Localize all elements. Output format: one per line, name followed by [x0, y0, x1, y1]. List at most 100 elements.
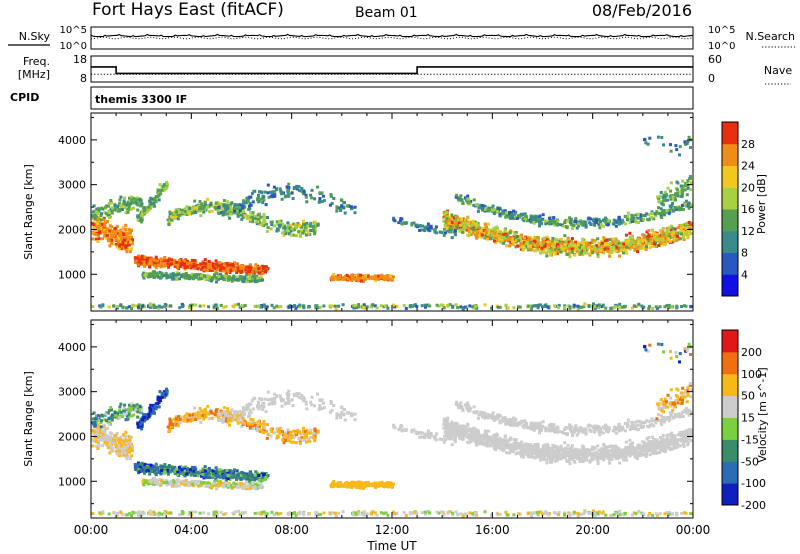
power-cell	[284, 194, 288, 198]
power-cell	[212, 265, 216, 269]
colorbar-tick-label: 8	[741, 247, 748, 260]
power-cell	[681, 179, 685, 183]
power-cell	[428, 229, 432, 233]
power-cell	[669, 189, 673, 193]
velocity-cell	[166, 468, 170, 472]
power-cell	[117, 236, 121, 240]
power-cell	[592, 302, 595, 306]
velocity-cell	[136, 415, 140, 419]
power-cell	[681, 208, 685, 211]
power-cell	[248, 207, 252, 211]
power-cell	[553, 304, 556, 308]
power-cell	[680, 232, 683, 236]
power-cell	[130, 307, 133, 310]
colorbar-swatch	[722, 209, 738, 232]
power-cell	[229, 212, 233, 216]
power-cell	[462, 218, 466, 222]
power-cell	[184, 274, 188, 278]
power-cell	[341, 303, 345, 307]
power-cell	[239, 267, 243, 270]
power-cell	[115, 245, 119, 249]
power-cell	[650, 210, 654, 214]
power-cell	[356, 277, 360, 281]
power-cell	[228, 266, 232, 270]
power-cell	[253, 189, 257, 193]
power-cell	[448, 303, 452, 307]
power-cell	[636, 240, 640, 244]
power-cell	[191, 258, 195, 262]
power-cell	[639, 240, 643, 244]
power-cell	[122, 199, 126, 203]
power-cell	[597, 218, 601, 222]
power-cell	[115, 224, 119, 228]
power-cell	[659, 207, 663, 211]
power-cell	[457, 199, 461, 203]
power-cell	[685, 222, 689, 226]
power-cell	[206, 205, 209, 209]
power-cell	[517, 305, 521, 309]
power-cell	[290, 227, 294, 231]
power-cell	[130, 195, 134, 199]
power-cell	[351, 277, 355, 281]
velocity-cell	[214, 466, 218, 470]
power-cell	[644, 141, 648, 145]
power-cell	[239, 206, 243, 210]
power-cell	[524, 215, 528, 219]
power-cell	[285, 185, 289, 189]
power-cell	[162, 274, 166, 278]
velocity-cell	[123, 409, 127, 413]
power-cell	[293, 228, 297, 231]
power-cell	[229, 207, 233, 211]
power-cell	[202, 261, 206, 265]
power-cell	[392, 218, 396, 222]
power-cell	[534, 238, 538, 242]
velocity-cell	[163, 466, 167, 470]
power-cell	[169, 304, 173, 308]
power-cell	[682, 238, 686, 241]
power-cell	[172, 277, 176, 281]
power-cell	[542, 251, 546, 254]
power-cell	[282, 234, 286, 238]
power-cell	[576, 304, 580, 308]
power-cell	[527, 244, 530, 248]
power-cell	[137, 261, 141, 265]
power-cell	[442, 219, 446, 223]
power-cell	[659, 191, 663, 194]
power-cell	[676, 226, 680, 230]
velocity-cell	[91, 438, 95, 442]
power-cell	[508, 231, 512, 235]
power-cell	[113, 232, 117, 235]
power-cell	[163, 185, 167, 189]
power-cell	[202, 304, 206, 308]
power-cell	[569, 242, 573, 246]
power-cell	[231, 262, 234, 266]
power-cell	[521, 217, 525, 221]
power-cell	[545, 235, 549, 239]
power-cell	[296, 222, 300, 225]
power-cell	[450, 213, 454, 217]
power-cell	[663, 241, 667, 245]
power-cell	[598, 226, 602, 230]
power-cell	[568, 244, 571, 248]
power-cell	[659, 229, 662, 232]
velocity-cell	[124, 430, 128, 434]
power-cell	[304, 233, 308, 237]
velocity-cell	[255, 475, 259, 479]
power-cell	[164, 271, 168, 275]
power-cell	[532, 220, 536, 224]
power-cell	[240, 304, 244, 308]
power-cell	[265, 229, 269, 233]
power-cell	[309, 221, 313, 225]
power-cell	[155, 305, 159, 309]
velocity-cell	[124, 451, 128, 455]
power-cell	[438, 230, 442, 234]
velocity-cell	[113, 434, 117, 437]
power-cell	[686, 186, 690, 190]
power-cell	[604, 306, 608, 310]
velocity-cell	[160, 465, 164, 469]
power-cell	[168, 212, 172, 216]
power-cell	[240, 275, 244, 279]
power-cell	[536, 241, 539, 245]
velocity-cell	[100, 419, 103, 423]
power-cell	[153, 261, 157, 265]
